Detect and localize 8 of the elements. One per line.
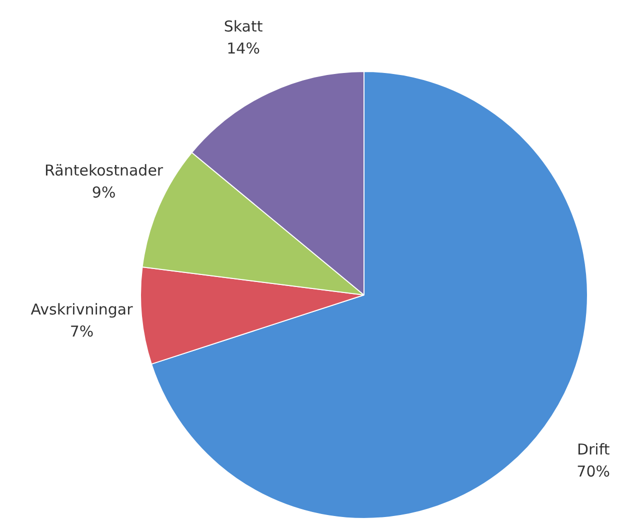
data-label: 70% [576, 462, 610, 481]
slice-label: Avskrivningar [30, 300, 134, 319]
data-label: 7% [70, 322, 94, 341]
slice-label: Skatt [224, 17, 263, 36]
data-label: 9% [92, 183, 116, 202]
slice-label: Räntekostnader [44, 161, 164, 180]
slice-label: Drift [576, 440, 610, 459]
data-label: 14% [226, 39, 260, 58]
